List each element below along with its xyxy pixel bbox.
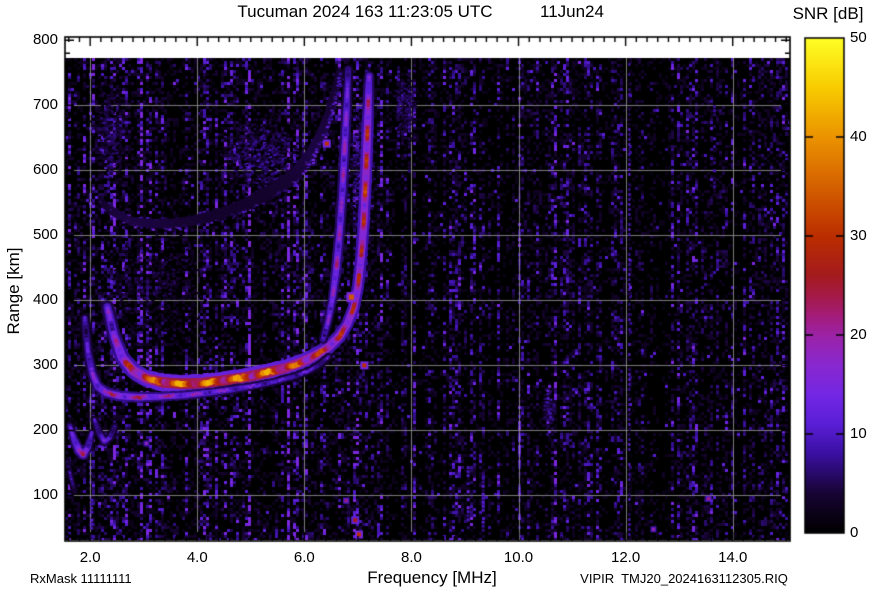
y-tick-label: 100: [32, 486, 58, 504]
colorbar-tick-label: 50: [850, 29, 867, 46]
colorbar-tick-label: 30: [850, 227, 867, 244]
y-tick-label: 200: [32, 421, 58, 439]
y-tick-label: 600: [32, 161, 58, 179]
y-tick-label: 400: [32, 291, 58, 309]
x-tick-label: 14.0: [718, 549, 748, 566]
x-tick-label: 4.0: [186, 549, 208, 566]
colorbar-title: SNR [dB]: [792, 4, 864, 23]
plot-date: 11Jun24: [540, 2, 604, 21]
x-tick-label: 10.0: [503, 549, 534, 566]
y-tick-label: 700: [32, 96, 58, 114]
colorbar-tick-label: 10: [850, 425, 867, 442]
x-tick-label: 12.0: [611, 549, 641, 566]
y-tick-label: 300: [32, 356, 58, 374]
x-tick-label: 2.0: [79, 549, 101, 566]
colorbar-tick-label: 40: [850, 128, 867, 145]
plot-title: Tucuman 2024 163 11:23:05 UTC: [237, 2, 493, 21]
colorbar-tick-label: 20: [850, 326, 867, 343]
x-tick-label: 8.0: [400, 549, 422, 566]
rx-mask-text: RxMask 11111111: [30, 571, 132, 586]
x-axis-label: Frequency [MHz]: [367, 568, 497, 587]
y-tick-label: 500: [32, 226, 58, 244]
file-name-text: VIPIR TMJ20_2024163112305.RIQ: [580, 571, 788, 586]
x-tick-label: 6.0: [293, 549, 315, 566]
colorbar-tick-label: 0: [850, 524, 859, 541]
y-tick-label: 800: [32, 31, 58, 49]
